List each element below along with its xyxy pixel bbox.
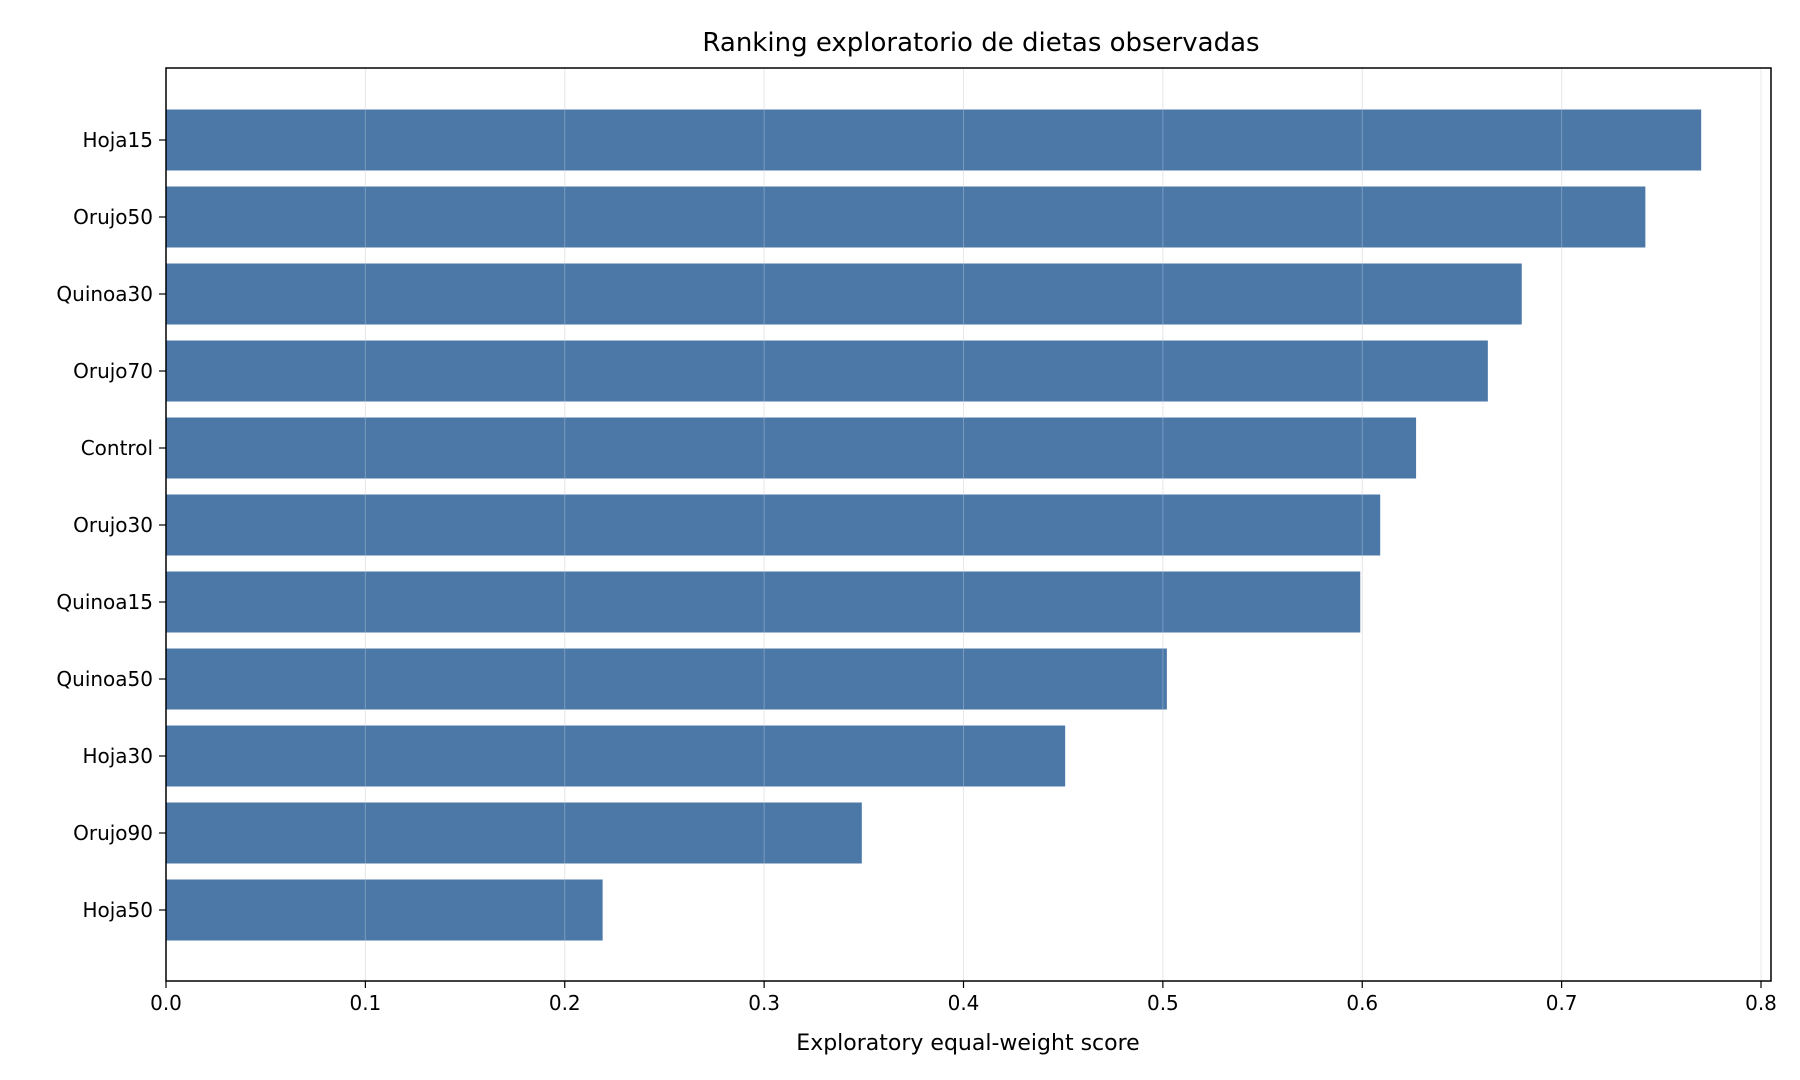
y-tick-label: Orujo90 [73,821,153,845]
y-tick-label: Quinoa30 [56,282,153,306]
y-tick-label: Orujo30 [73,513,153,537]
y-tick-label: Orujo70 [73,359,153,383]
bar-hoja30 [166,725,1066,787]
bar-orujo70 [166,340,1488,402]
x-tick-label: 0.6 [1346,991,1378,1015]
x-tick-label: 0.3 [748,991,780,1015]
bar-quinoa15 [166,571,1361,633]
y-tick-label: Hoja15 [82,128,153,152]
y-tick-label: Hoja50 [82,898,153,922]
x-tick-label: 0.7 [1546,991,1578,1015]
bar-orujo30 [166,494,1381,556]
bar-quinoa50 [166,648,1167,710]
x-tick-label: 0.4 [948,991,980,1015]
bars [166,109,1702,941]
y-tick-label: Quinoa50 [56,667,153,691]
bar-orujo90 [166,802,862,864]
y-axis-ticks: Hoja15 Orujo50 Quinoa30 Orujo70 Control Orujo… [56,128,166,922]
bar-hoja50 [166,879,603,941]
bar-control [166,417,1417,479]
x-tick-label: 0.0 [150,991,182,1015]
x-tick-label: 0.1 [349,991,381,1015]
y-tick-label: Orujo50 [73,205,153,229]
y-tick-label: Hoja30 [82,744,153,768]
bar-quinoa30 [166,263,1522,325]
grid-overlay [364,68,1762,981]
bar-hoja15 [166,109,1702,171]
x-tick-label: 0.2 [549,991,581,1015]
bar-orujo50 [166,186,1646,248]
chart-title: Ranking exploratorio de dietas observada… [702,28,1259,58]
y-tick-label: Quinoa15 [56,590,153,614]
x-axis-label: Exploratory equal-weight score [796,1031,1139,1056]
x-tick-label: 0.8 [1745,991,1777,1015]
y-tick-label: Control [81,436,153,460]
x-tick-label: 0.5 [1147,991,1179,1015]
x-axis-ticks: 0.0 0.1 0.2 0.3 0.4 0.5 0.6 0.7 0.8 [150,981,1777,1015]
